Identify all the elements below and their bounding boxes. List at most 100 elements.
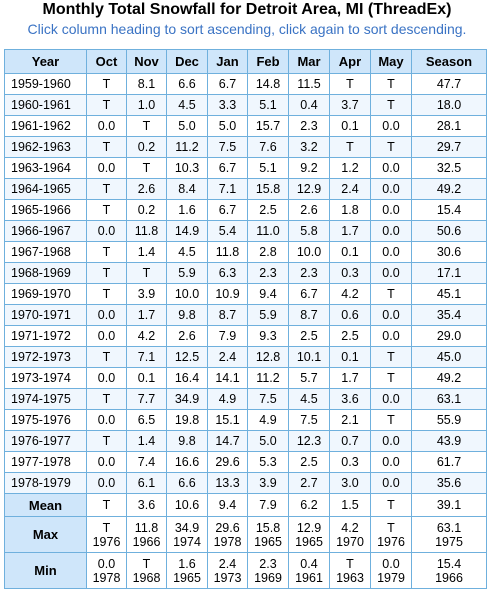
max-cell: 29.6 1978	[207, 516, 248, 553]
snowfall-cell: 0.0	[86, 409, 127, 431]
max-cell: 4.2 1970	[329, 516, 371, 553]
snowfall-cell: 0.0	[86, 115, 127, 137]
snowfall-cell: 5.0	[166, 115, 208, 137]
max-cell: T 1976	[370, 516, 412, 553]
snowfall-cell: 3.0	[329, 472, 371, 494]
min-value: 2.4	[218, 556, 237, 571]
column-header-oct[interactable]: Oct	[86, 49, 127, 74]
column-header-year[interactable]: Year	[4, 49, 87, 74]
snowfall-cell: 1.0	[126, 94, 167, 116]
snowfall-table: Year Oct Nov Dec Jan Feb Mar Apr May Sea…	[4, 49, 487, 589]
snowfall-cell: 3.2	[288, 136, 330, 158]
snowfall-cell: 7.5	[288, 409, 330, 431]
snowfall-cell: 7.5	[247, 388, 289, 410]
snowfall-cell: 11.2	[247, 367, 289, 389]
snowfall-cell: 45.1	[411, 283, 487, 305]
snowfall-cell: 8.7	[207, 304, 248, 326]
snowfall-cell: 9.2	[288, 157, 330, 179]
max-year: 1966	[132, 534, 161, 549]
table-row: 1964-1965 T 2.6 8.4 7.1 15.8 12.9 2.4 0.0 49.2	[4, 178, 487, 200]
snowfall-cell: 1.8	[329, 199, 371, 221]
snowfall-cell: 6.3	[207, 262, 248, 284]
snowfall-cell: 13.3	[207, 472, 248, 494]
snowfall-cell: 0.4	[288, 94, 330, 116]
season-year-cell: 1966-1967	[4, 220, 87, 242]
snowfall-cell: 4.5	[166, 241, 208, 263]
snowfall-cell: 0.2	[126, 199, 167, 221]
snowfall-cell: 0.0	[86, 304, 127, 326]
snowfall-cell: 0.3	[329, 262, 371, 284]
column-header-may[interactable]: May	[370, 49, 412, 74]
column-header-season[interactable]: Season	[411, 49, 487, 74]
snowfall-cell: 2.6	[166, 325, 208, 347]
snowfall-cell: 61.7	[411, 451, 487, 473]
table-row: 1960-1961 T 1.0 4.5 3.3 5.1 0.4 3.7 T 18.0	[4, 94, 487, 116]
max-value: 29.6	[215, 520, 240, 535]
snowfall-cell: 14.9	[166, 220, 208, 242]
table-row: 1963-1964 0.0 T 10.3 6.7 5.1 9.2 1.2 0.0 32.5	[4, 157, 487, 179]
summary-row-max: Max T 1976 11.8 1966 34.9 1974 29.6 1978 15.…	[4, 516, 487, 553]
column-header-nov[interactable]: Nov	[126, 49, 167, 74]
min-value: T	[346, 556, 354, 571]
min-cell: 15.4 1966	[411, 552, 487, 589]
season-year-cell: 1970-1971	[4, 304, 87, 326]
snowfall-cell: 35.4	[411, 304, 487, 326]
snowfall-cell: T	[86, 73, 127, 95]
table-row: 1978-1979 0.0 6.1 6.6 13.3 3.9 2.7 3.0 0.0 35.6	[4, 472, 487, 494]
snowfall-cell: 0.0	[370, 430, 412, 452]
snowfall-cell: 9.8	[166, 304, 208, 326]
snowfall-cell: 4.9	[247, 409, 289, 431]
min-value: 0.4	[300, 556, 318, 571]
max-cell: 15.8 1965	[247, 516, 289, 553]
snowfall-cell: 14.8	[247, 73, 289, 95]
column-header-dec[interactable]: Dec	[166, 49, 208, 74]
min-cell: 1.6 1965	[166, 552, 208, 589]
snowfall-cell: T	[86, 199, 127, 221]
table-row: 1977-1978 0.0 7.4 16.6 29.6 5.3 2.5 0.3 0.0 61.7	[4, 451, 487, 473]
snowfall-cell: 1.2	[329, 157, 371, 179]
snowfall-cell: 11.0	[247, 220, 289, 242]
snowfall-cell: 28.1	[411, 115, 487, 137]
snowfall-cell: 7.4	[126, 451, 167, 473]
snowfall-cell: 5.4	[207, 220, 248, 242]
column-header-feb[interactable]: Feb	[247, 49, 289, 74]
season-year-cell: 1971-1972	[4, 325, 87, 347]
mean-cell: 10.6	[166, 493, 208, 517]
snowfall-cell: 30.6	[411, 241, 487, 263]
snowfall-cell: 6.5	[126, 409, 167, 431]
snowfall-cell: 8.4	[166, 178, 208, 200]
snowfall-cell: 1.4	[126, 430, 167, 452]
season-year-cell: 1976-1977	[4, 430, 87, 452]
column-header-apr[interactable]: Apr	[329, 49, 371, 74]
column-header-mar[interactable]: Mar	[288, 49, 330, 74]
snowfall-cell: 5.1	[247, 157, 289, 179]
snowfall-cell: 6.1	[126, 472, 167, 494]
column-header-jan[interactable]: Jan	[207, 49, 248, 74]
snowfall-cell: 15.7	[247, 115, 289, 137]
season-year-cell: 1960-1961	[4, 94, 87, 116]
snowfall-cell: 14.7	[207, 430, 248, 452]
min-year: 1969	[254, 570, 282, 585]
snowfall-cell: 0.0	[370, 115, 412, 137]
snowfall-cell: 0.0	[370, 304, 412, 326]
snowfall-cell: 1.6	[166, 199, 208, 221]
snowfall-cell: T	[86, 94, 127, 116]
snowfall-cell: 0.3	[329, 451, 371, 473]
table-row: 1970-1971 0.0 1.7 9.8 8.7 5.9 8.7 0.6 0.0 35.4	[4, 304, 487, 326]
snowfall-cell: T	[86, 283, 127, 305]
snowfall-cell: 5.1	[247, 94, 289, 116]
snowfall-cell: T	[370, 136, 412, 158]
snowfall-cell: 2.3	[247, 262, 289, 284]
snowfall-cell: T	[370, 283, 412, 305]
snowfall-cell: 4.2	[329, 283, 371, 305]
snowfall-cell: 7.7	[126, 388, 167, 410]
snowfall-cell: 0.1	[329, 241, 371, 263]
season-year-cell: 1962-1963	[4, 136, 87, 158]
max-value: 63.1	[436, 520, 462, 535]
snowfall-cell: 15.1	[207, 409, 248, 431]
snowfall-cell: 2.6	[288, 199, 330, 221]
snowfall-cell: 4.9	[207, 388, 248, 410]
max-value: 34.9	[174, 520, 200, 535]
min-year: 1979	[377, 570, 405, 585]
snowfall-cell: 6.7	[288, 283, 330, 305]
